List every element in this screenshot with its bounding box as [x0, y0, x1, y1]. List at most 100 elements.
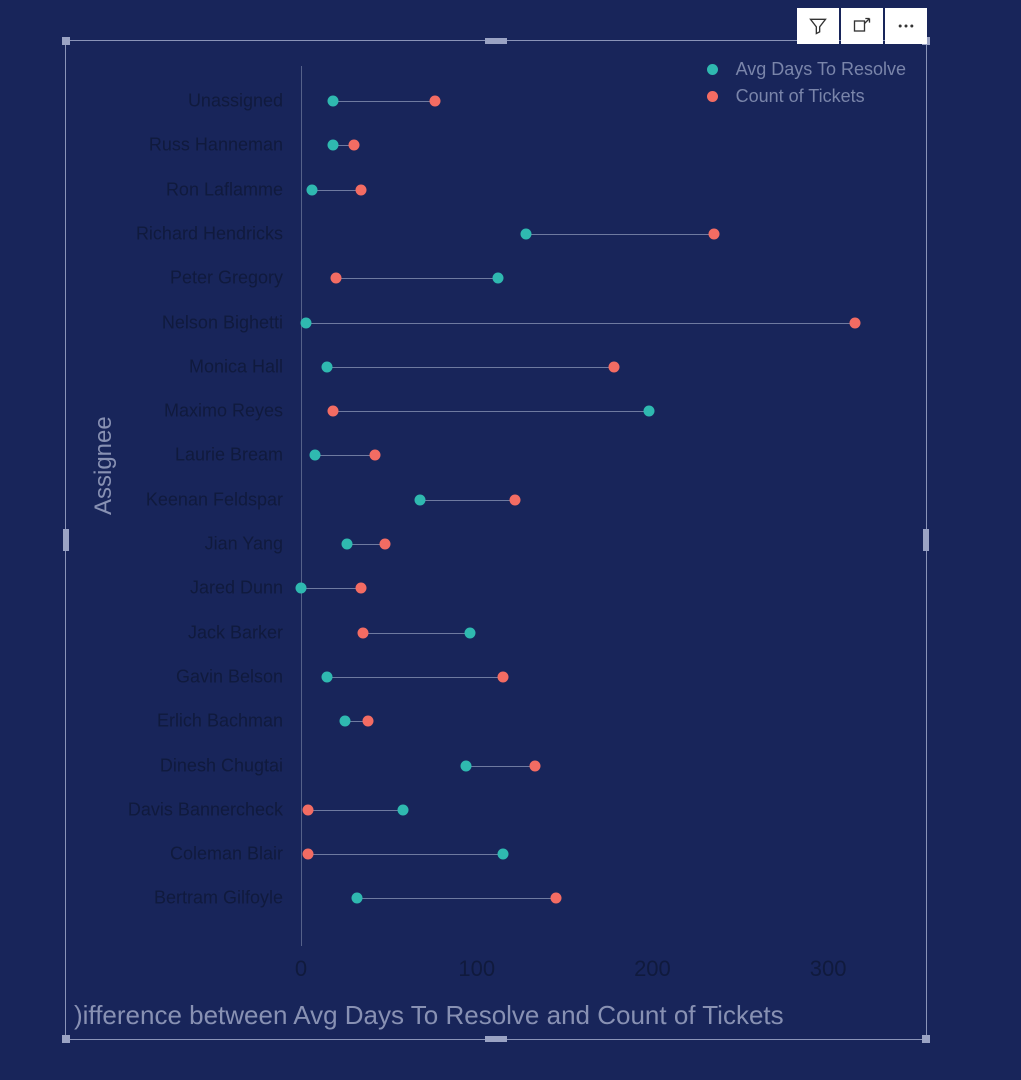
dot-count[interactable] [303, 849, 314, 860]
plot-area: UnassignedRuss HannemanRon LaflammeRicha… [301, 66, 916, 946]
chart-row[interactable]: Jared Dunn [301, 578, 916, 598]
dot-count[interactable] [355, 583, 366, 594]
dot-count[interactable] [849, 317, 860, 328]
resize-handle-left[interactable] [63, 529, 69, 551]
chart-row[interactable]: Peter Gregory [301, 268, 916, 288]
chart-row[interactable]: Monica Hall [301, 357, 916, 377]
category-label: Erlich Bachman [157, 711, 283, 732]
dot-avg-days[interactable] [341, 539, 352, 550]
dot-avg-days[interactable] [327, 140, 338, 151]
category-label: Jared Dunn [190, 578, 283, 599]
dot-count[interactable] [550, 893, 561, 904]
legend-item-avg[interactable]: Avg Days To Resolve [707, 59, 906, 80]
chart-row[interactable]: Ron Laflamme [301, 180, 916, 200]
dot-avg-days[interactable] [339, 716, 350, 727]
dot-count[interactable] [429, 96, 440, 107]
dot-count[interactable] [380, 539, 391, 550]
resize-handle-tl[interactable] [62, 37, 70, 45]
connector-line [357, 898, 556, 899]
dot-avg-days[interactable] [301, 317, 312, 328]
dot-count[interactable] [355, 184, 366, 195]
resize-handle-right[interactable] [923, 529, 929, 551]
dot-count[interactable] [327, 406, 338, 417]
category-label: Jack Barker [188, 622, 283, 643]
resize-handle-bottom[interactable] [485, 1036, 507, 1042]
category-label: Ron Laflamme [166, 179, 283, 200]
legend: Avg Days To Resolve Count of Tickets [707, 59, 906, 113]
chart-row[interactable]: Richard Hendricks [301, 224, 916, 244]
visual-toolbar [797, 8, 927, 44]
connector-line [420, 500, 515, 501]
chart-row[interactable]: Russ Hanneman [301, 135, 916, 155]
chart-row[interactable]: Coleman Blair [301, 844, 916, 864]
chart-row[interactable]: Bertram Gilfoyle [301, 888, 916, 908]
dot-avg-days[interactable] [415, 494, 426, 505]
dot-count[interactable] [348, 140, 359, 151]
filter-icon [808, 16, 828, 36]
x-tick-label: 200 [634, 956, 671, 982]
chart-row[interactable]: Jack Barker [301, 623, 916, 643]
focus-mode-button[interactable] [841, 8, 883, 44]
legend-item-count[interactable]: Count of Tickets [707, 86, 906, 107]
y-axis-title: Assignee [90, 416, 118, 515]
category-label: Dinesh Chugtai [160, 755, 283, 776]
category-label: Laurie Bream [175, 445, 283, 466]
chart-row[interactable]: Keenan Feldspar [301, 490, 916, 510]
dot-count[interactable] [303, 804, 314, 815]
category-label: Peter Gregory [170, 268, 283, 289]
chart-selection-frame[interactable]: Assignee )ifference between Avg Days To … [65, 40, 927, 1040]
dot-avg-days[interactable] [643, 406, 654, 417]
dot-avg-days[interactable] [520, 228, 531, 239]
dot-count[interactable] [608, 361, 619, 372]
connector-line [327, 677, 503, 678]
dot-count[interactable] [331, 273, 342, 284]
dot-avg-days[interactable] [306, 184, 317, 195]
dot-count[interactable] [529, 760, 540, 771]
chart-row[interactable]: Maximo Reyes [301, 401, 916, 421]
resize-handle-br[interactable] [922, 1035, 930, 1043]
connector-line [526, 234, 714, 235]
x-axis-title: )ifference between Avg Days To Resolve a… [74, 1000, 784, 1031]
category-label: Jian Yang [205, 534, 283, 555]
dot-avg-days[interactable] [352, 893, 363, 904]
resize-handle-top[interactable] [485, 38, 507, 44]
more-options-button[interactable] [885, 8, 927, 44]
dot-count[interactable] [369, 450, 380, 461]
chart-row[interactable]: Nelson Bighetti [301, 313, 916, 333]
dot-count[interactable] [357, 627, 368, 638]
filter-button[interactable] [797, 8, 839, 44]
category-label: Russ Hanneman [149, 135, 283, 156]
category-label: Keenan Feldspar [146, 489, 283, 510]
dot-avg-days[interactable] [327, 96, 338, 107]
dot-avg-days[interactable] [464, 627, 475, 638]
connector-line [336, 278, 498, 279]
connector-line [333, 411, 649, 412]
dot-avg-days[interactable] [492, 273, 503, 284]
legend-marker-avg [707, 64, 718, 75]
dot-avg-days[interactable] [461, 760, 472, 771]
dot-avg-days[interactable] [322, 361, 333, 372]
dot-avg-days[interactable] [296, 583, 307, 594]
x-tick-label: 100 [458, 956, 495, 982]
dot-avg-days[interactable] [498, 849, 509, 860]
category-label: Bertram Gilfoyle [154, 888, 283, 909]
connector-line [312, 190, 361, 191]
connector-line [363, 633, 470, 634]
chart-row[interactable]: Jian Yang [301, 534, 916, 554]
connector-line [327, 367, 613, 368]
resize-handle-bl[interactable] [62, 1035, 70, 1043]
dot-count[interactable] [362, 716, 373, 727]
chart-row[interactable]: Gavin Belson [301, 667, 916, 687]
ellipsis-icon [896, 16, 916, 36]
chart-row[interactable]: Davis Bannercheck [301, 800, 916, 820]
dot-avg-days[interactable] [397, 804, 408, 815]
chart-row[interactable]: Dinesh Chugtai [301, 756, 916, 776]
category-label: Unassigned [188, 91, 283, 112]
dot-count[interactable] [708, 228, 719, 239]
dot-count[interactable] [510, 494, 521, 505]
chart-row[interactable]: Erlich Bachman [301, 711, 916, 731]
dot-avg-days[interactable] [310, 450, 321, 461]
dot-count[interactable] [498, 671, 509, 682]
chart-row[interactable]: Laurie Bream [301, 445, 916, 465]
dot-avg-days[interactable] [322, 671, 333, 682]
